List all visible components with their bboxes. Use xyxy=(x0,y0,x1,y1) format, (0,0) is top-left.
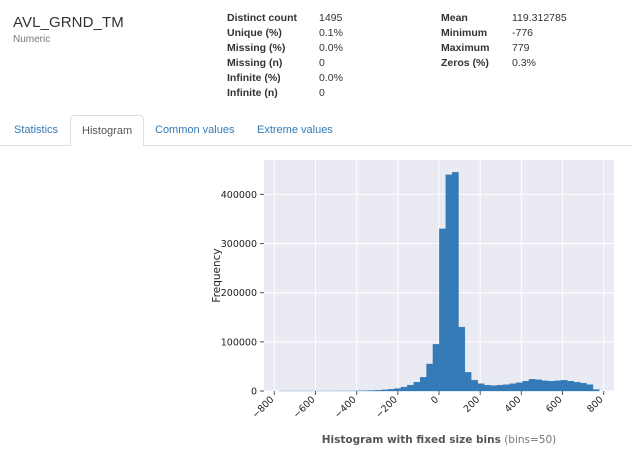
tab-statistics[interactable]: Statistics xyxy=(14,124,59,136)
stat-row: Maximum 779 xyxy=(441,40,567,55)
histogram-bar xyxy=(548,381,555,392)
x-tick-label: 0 xyxy=(429,394,441,406)
histogram-bar xyxy=(541,380,549,392)
histogram-bar xyxy=(554,380,562,392)
histogram-bar xyxy=(387,389,395,392)
histogram-bar xyxy=(573,382,581,392)
histogram-bar xyxy=(445,174,453,392)
stat-label: Infinite (%) xyxy=(227,71,281,84)
histogram-bar xyxy=(477,383,485,392)
stat-row: Mean 119.312785 xyxy=(441,10,567,25)
histogram-bar xyxy=(400,386,408,392)
histogram-bar xyxy=(496,384,504,392)
histogram-bar xyxy=(432,344,440,392)
stat-row: Missing (n) 0 xyxy=(227,55,343,70)
stat-row: Minimum -776 xyxy=(441,25,567,40)
histogram-bar xyxy=(426,363,434,392)
stat-label: Distinct count xyxy=(227,11,297,24)
histogram-bar xyxy=(413,382,421,392)
x-tick-label: −800 xyxy=(250,394,276,420)
tab-extreme-values[interactable]: Extreme values xyxy=(257,124,333,136)
histogram-bar xyxy=(375,390,382,392)
y-tick-label: 0 xyxy=(251,387,257,398)
stat-label: Mean xyxy=(441,11,468,24)
stat-value: 0 xyxy=(319,86,325,99)
histogram-bar xyxy=(535,379,542,392)
histogram-bar xyxy=(522,381,530,392)
stat-label: Minimum xyxy=(441,26,488,39)
histogram-bar xyxy=(407,384,414,392)
histogram-bar xyxy=(560,380,568,392)
stats-table-right: Mean 119.312785 Minimum -776 Maximum 779 Ze… xyxy=(441,10,567,70)
histogram-bar xyxy=(451,172,459,392)
histogram-bar xyxy=(503,384,510,392)
stat-label: Unique (%) xyxy=(227,26,282,39)
histogram-bar xyxy=(509,383,517,392)
stat-row: Infinite (%) 0.0% xyxy=(227,70,343,85)
x-tick-label: 400 xyxy=(503,394,524,415)
stat-value: 779 xyxy=(512,41,530,54)
x-tick-label: 600 xyxy=(544,394,565,415)
stat-value: 1495 xyxy=(319,11,343,24)
stat-value: 0.3% xyxy=(512,56,536,69)
stat-value: 0.0% xyxy=(319,41,343,54)
stat-value: 0 xyxy=(319,56,325,69)
stat-label: Missing (%) xyxy=(227,41,286,54)
stat-row: Missing (%) 0.0% xyxy=(227,40,343,55)
tab-bar: Statistics Histogram Common values Extre… xyxy=(0,115,632,147)
stat-label: Missing (n) xyxy=(227,56,283,69)
y-tick-label: 400000 xyxy=(221,190,257,201)
stat-row: Zeros (%) 0.3% xyxy=(441,55,567,70)
histogram-bar xyxy=(483,384,491,392)
y-axis-label: Frequency xyxy=(211,248,223,302)
stat-row: Distinct count 1495 xyxy=(227,10,343,25)
stat-label: Maximum xyxy=(441,41,490,54)
tab-histogram[interactable]: Histogram xyxy=(70,115,145,147)
histogram-bar xyxy=(471,380,478,392)
stat-label: Infinite (n) xyxy=(227,86,278,99)
histogram-bar xyxy=(458,326,466,392)
histogram-bar xyxy=(464,372,472,392)
stat-value: 119.312785 xyxy=(512,11,567,24)
stat-label: Zeros (%) xyxy=(441,56,489,69)
histogram-bar xyxy=(592,389,600,392)
variable-type: Numeric xyxy=(13,34,51,45)
histogram-bar xyxy=(490,385,498,392)
stat-row: Infinite (n) 0 xyxy=(227,85,343,100)
x-tick-label: −400 xyxy=(333,394,359,420)
stats-table-left: Distinct count 1495 Unique (%) 0.1% Missin… xyxy=(227,10,343,100)
variable-header: AVL_GRND_TM Numeric xyxy=(13,14,124,45)
variable-name: AVL_GRND_TM xyxy=(13,14,124,31)
histogram-bar xyxy=(586,384,594,392)
stat-value: 0.0% xyxy=(319,71,343,84)
x-tick-label: 200 xyxy=(462,394,483,415)
x-tick-label: −200 xyxy=(374,394,400,420)
histogram-bar xyxy=(580,382,587,392)
stat-row: Unique (%) 0.1% xyxy=(227,25,343,40)
x-tick-label: −600 xyxy=(291,394,317,420)
stat-value: -776 xyxy=(512,26,534,39)
histogram-bar xyxy=(394,388,402,392)
y-tick-label: 300000 xyxy=(221,239,257,250)
x-tick-label: 800 xyxy=(585,394,606,415)
histogram-bar xyxy=(439,228,446,392)
histogram-chart: 0 100000 200000 300000 400000 −800 −600 −400 −20… xyxy=(211,160,614,446)
y-tick-label: 100000 xyxy=(221,337,257,348)
tab-common-values[interactable]: Common values xyxy=(155,124,235,136)
histogram-bar xyxy=(419,377,427,392)
histogram-bar xyxy=(515,382,523,392)
y-tick-label: 200000 xyxy=(221,288,257,299)
histogram-bar xyxy=(567,381,574,392)
stat-value: 0.1% xyxy=(319,26,343,39)
x-axis-label: Histogram with fixed size bins (bins=50) xyxy=(322,434,557,446)
histogram-bar xyxy=(528,379,536,392)
histogram-bar xyxy=(381,389,389,392)
